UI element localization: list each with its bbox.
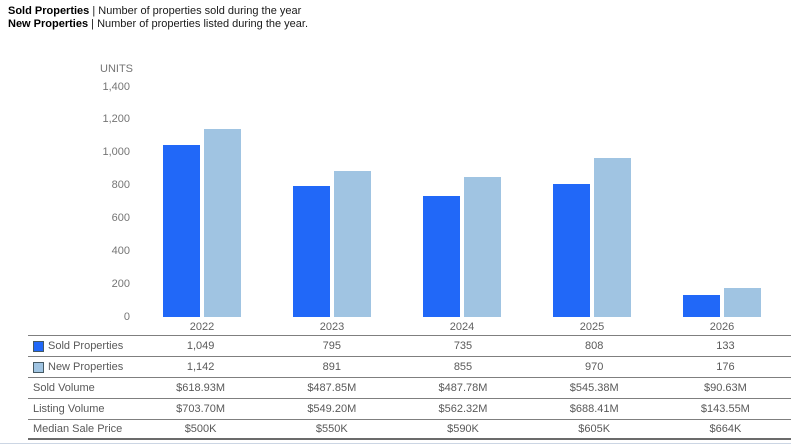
y-axis: 1,400 1,200 1,000 800 600 400 200 0 [0, 81, 130, 323]
y-tick-800: 800 [111, 179, 130, 192]
sold-properties-term: Sold Properties [8, 5, 90, 17]
cell-listing-volume-2023: $549.20M [307, 403, 357, 415]
row-label-sold-volume: Sold Volume [28, 382, 135, 394]
bar-sold-2026[interactable] [683, 295, 720, 317]
bar-sold-2025[interactable] [553, 184, 590, 317]
row-label-text: Listing Volume [33, 403, 105, 415]
cell-median-sale-price-2025: $605K [578, 423, 611, 435]
y-tick-200: 200 [111, 277, 130, 290]
cell-median-sale-price-2022: $500K [184, 423, 217, 435]
bar-sold-2023[interactable] [293, 186, 330, 317]
cell-new-properties-2025: 970 [585, 361, 604, 373]
legend-swatch-new-properties [33, 361, 44, 373]
new-properties-definition: | Number of properties listed during the… [88, 17, 309, 30]
table-row-median-sale-price: Median Sale Price $500K $550K $590K $605K $66… [28, 419, 791, 440]
bar-new-2024[interactable] [464, 176, 501, 317]
cell-sold-properties-2022: 1,049 [186, 340, 215, 352]
cell-sold-volume-2022: $618.93M [176, 382, 226, 394]
bar-new-2026[interactable] [724, 288, 761, 317]
y-tick-400: 400 [111, 244, 130, 257]
cell-new-properties-2022: 1,142 [186, 361, 215, 373]
cell-sold-properties-2024: 735 [453, 340, 473, 352]
x-label-2024: 2024 [449, 321, 475, 333]
row-label-text: Sold Volume [33, 382, 95, 394]
row-label-median-sale-price: Median Sale Price [28, 423, 135, 435]
x-label-2022: 2022 [189, 321, 215, 333]
cell-sold-properties-2025: 808 [585, 340, 604, 352]
bar-group-2023 [267, 87, 397, 317]
cell-sold-volume-2023: $487.85M [307, 382, 357, 394]
cell-sold-volume-2026: $90.63M [703, 382, 747, 394]
x-label-2023: 2023 [319, 321, 345, 333]
cell-listing-volume-2025: $688.41M [569, 403, 619, 415]
bar-chart-plot-area [137, 87, 787, 317]
bar-new-2025[interactable] [594, 157, 631, 317]
table-row-new-properties: New Properties 1,142 891 855 970 176 [28, 356, 791, 377]
bar-sold-2022[interactable] [163, 144, 200, 317]
bar-sold-2024[interactable] [423, 196, 460, 317]
sold-properties-description: Sold Properties | Number of properties s… [8, 5, 308, 18]
bar-new-2022[interactable] [204, 129, 241, 317]
bottom-divider [0, 443, 791, 444]
bar-new-2023[interactable] [334, 170, 371, 317]
cell-sold-properties-2026: 133 [716, 340, 735, 352]
bar-group-2025 [527, 87, 657, 317]
cell-listing-volume-2022: $703.70M [176, 403, 226, 415]
table-row-listing-volume: Listing Volume $703.70M $549.20M $562.32M $6… [28, 398, 791, 419]
cell-listing-volume-2024: $562.32M [438, 403, 488, 415]
cell-sold-volume-2025: $545.38M [569, 382, 619, 394]
row-label-listing-volume: Listing Volume [28, 403, 135, 415]
table-row-sold-properties: Sold Properties 1,049 795 735 808 133 [28, 335, 791, 356]
cell-new-properties-2023: 891 [322, 361, 341, 373]
sold-properties-definition: | Number of properties sold during the y… [89, 5, 302, 17]
new-properties-term: New Properties [8, 17, 89, 30]
cell-sold-volume-2024: $487.78M [438, 382, 488, 394]
row-label-new-properties: New Properties [28, 361, 135, 373]
y-tick-1200: 1,200 [102, 113, 130, 126]
cell-listing-volume-2026: $143.55M [700, 403, 750, 415]
cell-median-sale-price-2024: $590K [447, 423, 479, 435]
y-tick-1000: 1,000 [102, 146, 130, 159]
new-properties-description: New Properties | Number of properties li… [8, 18, 308, 31]
row-label-text: Sold Properties [48, 340, 124, 352]
legend-swatch-sold-properties [33, 340, 44, 352]
data-table: Sold Properties 1,049 795 735 808 133 New Prop… [28, 335, 791, 440]
cell-median-sale-price-2026: $664K [709, 423, 742, 435]
row-label-text: New Properties [48, 361, 124, 373]
x-axis: 2022 2023 2024 2025 2026 [137, 321, 787, 333]
y-tick-0: 0 [123, 310, 130, 323]
cell-new-properties-2026: 176 [716, 361, 735, 373]
x-label-2025: 2025 [579, 321, 605, 333]
x-label-2026: 2026 [709, 321, 735, 333]
bar-group-2026 [657, 87, 787, 317]
cell-sold-properties-2023: 795 [322, 340, 341, 352]
row-label-text: Median Sale Price [33, 423, 123, 435]
y-tick-600: 600 [111, 211, 130, 224]
row-label-sold-properties: Sold Properties [28, 340, 135, 352]
chart-description: Sold Properties | Number of properties s… [8, 5, 308, 30]
y-axis-title: UNITS [100, 63, 133, 75]
cell-median-sale-price-2023: $550K [315, 423, 348, 435]
cell-new-properties-2024: 855 [453, 361, 473, 373]
y-tick-1400: 1,400 [102, 80, 130, 93]
bar-group-2024 [397, 87, 527, 317]
table-row-sold-volume: Sold Volume $618.93M $487.85M $487.78M $545.… [28, 377, 791, 398]
bar-group-2022 [137, 87, 267, 317]
